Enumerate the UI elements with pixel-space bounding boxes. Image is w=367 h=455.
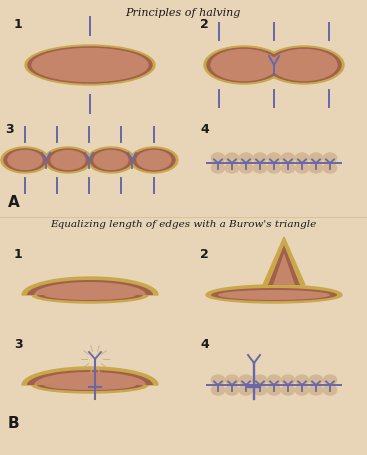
Text: 4: 4 xyxy=(200,338,209,351)
Polygon shape xyxy=(218,290,330,300)
Ellipse shape xyxy=(295,385,309,395)
Text: 4: 4 xyxy=(200,123,209,136)
Ellipse shape xyxy=(130,147,178,173)
Ellipse shape xyxy=(225,163,239,173)
Ellipse shape xyxy=(25,45,155,85)
Ellipse shape xyxy=(239,163,252,173)
Ellipse shape xyxy=(44,147,92,173)
Ellipse shape xyxy=(253,163,267,173)
Ellipse shape xyxy=(225,385,239,395)
Ellipse shape xyxy=(309,153,323,163)
Ellipse shape xyxy=(253,153,267,163)
Ellipse shape xyxy=(271,50,337,81)
Ellipse shape xyxy=(211,50,277,81)
Ellipse shape xyxy=(253,375,267,385)
Ellipse shape xyxy=(1,147,49,173)
Ellipse shape xyxy=(239,385,252,395)
Ellipse shape xyxy=(133,149,175,171)
Ellipse shape xyxy=(4,149,46,171)
Ellipse shape xyxy=(323,163,337,173)
Polygon shape xyxy=(34,282,146,300)
Ellipse shape xyxy=(211,163,225,173)
Polygon shape xyxy=(22,277,158,303)
Polygon shape xyxy=(273,253,295,285)
Ellipse shape xyxy=(211,375,225,385)
Ellipse shape xyxy=(281,375,295,385)
Ellipse shape xyxy=(309,163,323,173)
Ellipse shape xyxy=(323,385,337,395)
Text: 3: 3 xyxy=(14,338,23,351)
Ellipse shape xyxy=(28,47,152,83)
Polygon shape xyxy=(268,245,300,285)
Polygon shape xyxy=(22,367,158,393)
Ellipse shape xyxy=(32,49,148,81)
Polygon shape xyxy=(27,280,153,301)
Ellipse shape xyxy=(211,153,225,163)
Ellipse shape xyxy=(281,385,295,395)
Polygon shape xyxy=(263,237,305,285)
Ellipse shape xyxy=(239,153,252,163)
Text: Principles of halving: Principles of halving xyxy=(125,8,241,18)
Text: 2: 2 xyxy=(200,18,209,31)
Text: Equalizing length of edges with a Burow's triangle: Equalizing length of edges with a Burow'… xyxy=(50,220,316,229)
Ellipse shape xyxy=(90,149,132,171)
Ellipse shape xyxy=(309,385,323,395)
Ellipse shape xyxy=(87,147,135,173)
Ellipse shape xyxy=(204,46,284,84)
Ellipse shape xyxy=(267,385,281,395)
Ellipse shape xyxy=(225,375,239,385)
Polygon shape xyxy=(34,372,146,390)
Ellipse shape xyxy=(47,149,89,171)
Ellipse shape xyxy=(253,385,267,395)
Ellipse shape xyxy=(94,151,128,170)
Ellipse shape xyxy=(295,375,309,385)
Ellipse shape xyxy=(8,151,42,170)
Ellipse shape xyxy=(137,151,171,170)
Ellipse shape xyxy=(309,375,323,385)
Text: 1: 1 xyxy=(14,18,23,31)
Ellipse shape xyxy=(267,163,281,173)
Text: A: A xyxy=(8,195,20,210)
Text: 3: 3 xyxy=(5,123,14,136)
Ellipse shape xyxy=(323,375,337,385)
Ellipse shape xyxy=(239,375,252,385)
Ellipse shape xyxy=(323,153,337,163)
Ellipse shape xyxy=(51,151,85,170)
Polygon shape xyxy=(27,370,153,391)
Ellipse shape xyxy=(267,375,281,385)
Ellipse shape xyxy=(225,153,239,163)
Polygon shape xyxy=(206,285,342,303)
Ellipse shape xyxy=(267,48,341,82)
Ellipse shape xyxy=(281,153,295,163)
Ellipse shape xyxy=(267,153,281,163)
Ellipse shape xyxy=(264,46,344,84)
Ellipse shape xyxy=(295,153,309,163)
Ellipse shape xyxy=(281,163,295,173)
Polygon shape xyxy=(211,288,337,301)
Ellipse shape xyxy=(295,163,309,173)
Text: B: B xyxy=(8,416,19,431)
Ellipse shape xyxy=(207,48,281,82)
Ellipse shape xyxy=(211,385,225,395)
Text: 2: 2 xyxy=(200,248,209,261)
Text: 1: 1 xyxy=(14,248,23,261)
